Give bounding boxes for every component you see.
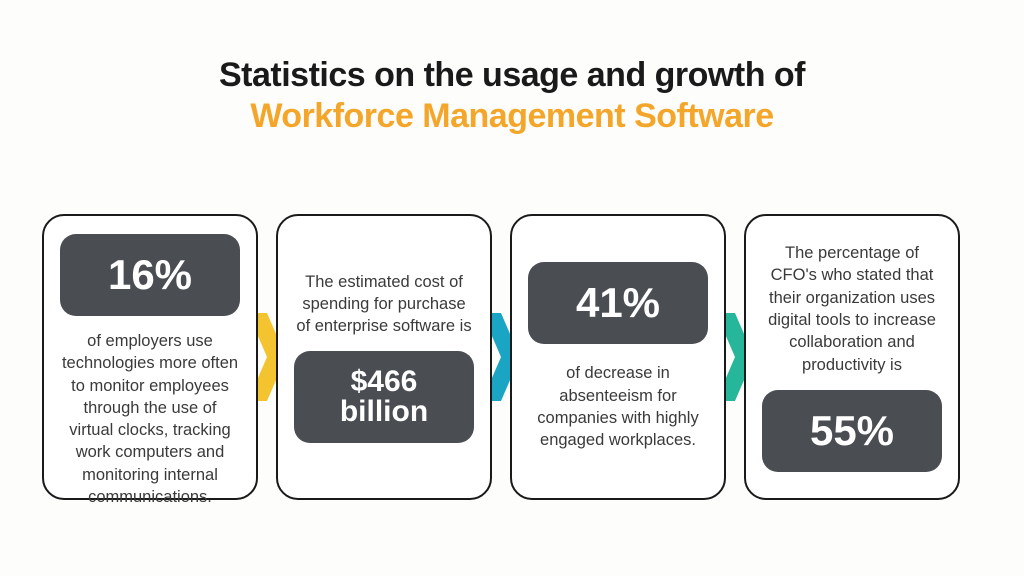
stat-text-4: The percentage of CFO's who stated that … [762, 242, 942, 376]
stat-text-1: of employers use technologies more often… [60, 330, 240, 508]
title-block: Statistics on the usage and growth of Wo… [0, 0, 1024, 136]
stat-card-2: The estimated cost of spending for purch… [276, 214, 492, 500]
stat-card-4: The percentage of CFO's who stated that … [744, 214, 960, 500]
stat-card-3: 41% of decrease in absenteeism for compa… [510, 214, 726, 500]
stat-pill-1: 16% [60, 234, 240, 316]
stat-pill-2: $466 billion [294, 351, 474, 443]
stat-text-2: The estimated cost of spending for purch… [294, 271, 474, 338]
title-line1: Statistics on the usage and growth of [0, 56, 1024, 95]
stat-text-3: of decrease in absenteeism for companies… [528, 362, 708, 451]
title-line2: Workforce Management Software [0, 97, 1024, 136]
stat-pill-4: 55% [762, 390, 942, 472]
stat-card-1: 16% of employers use technologies more o… [42, 214, 258, 500]
cards-row: 16% of employers use technologies more o… [42, 214, 960, 500]
stat-pill-3: 41% [528, 262, 708, 344]
